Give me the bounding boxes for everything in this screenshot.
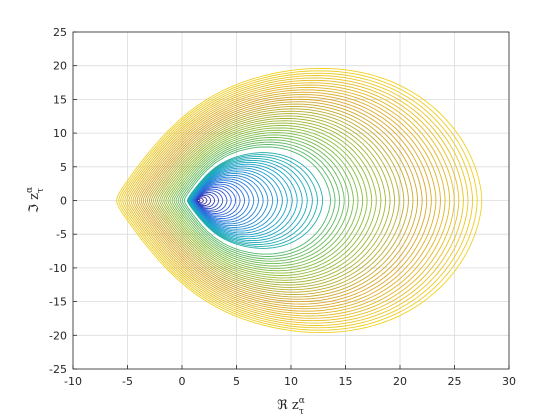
outer-contour-curve <box>130 84 451 317</box>
outer-contour-curve <box>175 136 350 265</box>
inner-contour-curve <box>187 154 318 247</box>
outer-contour-curve <box>167 127 368 274</box>
y-tick-label: -25 <box>49 363 67 376</box>
outer-contour-curve <box>159 117 386 284</box>
outer-contour-curve <box>132 86 446 315</box>
outer-contour-curve <box>126 79 460 322</box>
outer-contour-curve <box>161 120 382 281</box>
x-axis-label: ℜ zα τ <box>277 396 305 417</box>
outer-contour-curve <box>177 139 345 262</box>
y-tick-label: 20 <box>53 60 67 73</box>
outer-contour-curve <box>142 98 423 303</box>
y-axis-label: ℑ zατ <box>25 187 46 213</box>
contour-curves <box>116 67 483 334</box>
y-tick-label: -20 <box>49 329 67 342</box>
outer-contour-curve <box>155 113 396 288</box>
outer-contour-curve <box>157 115 391 286</box>
y-tick-label: -5 <box>56 228 67 241</box>
x-tick-label: 10 <box>284 375 298 388</box>
outer-contour-curve <box>136 91 437 310</box>
outer-contour-curve <box>134 89 441 312</box>
outer-contour-curve <box>163 122 377 279</box>
outer-contour-curve <box>171 132 359 269</box>
y-tick-label: 25 <box>53 26 67 39</box>
outer-contour-curve <box>146 103 414 298</box>
y-tick-label: -15 <box>49 296 67 309</box>
outer-contour-curve <box>169 129 364 272</box>
outer-contour-curve <box>179 141 341 260</box>
y-axis-ticks: -25 -20 -15 -10 -5 0 5 10 15 20 25 <box>49 26 77 376</box>
inner-contour-curve <box>186 152 324 249</box>
x-tick-label: 5 <box>233 375 240 388</box>
x-tick-label: -5 <box>122 375 133 388</box>
y-tick-label: 10 <box>53 127 67 140</box>
x-tick-label: 0 <box>179 375 186 388</box>
outer-contour-curve <box>173 134 354 267</box>
outer-contour-curve <box>140 96 428 305</box>
y-tick-label: 5 <box>60 161 67 174</box>
outer-contour-curve <box>124 77 464 324</box>
y-tick-label: 0 <box>60 195 67 208</box>
outer-contour-curve <box>122 75 469 326</box>
outer-contour-curve <box>118 70 478 331</box>
outer-contour-curve <box>138 94 432 307</box>
x-tick-label: 25 <box>448 375 462 388</box>
x-tick-label: -10 <box>64 375 82 388</box>
y-tick-label: 15 <box>53 93 67 106</box>
outer-contour-curve <box>183 146 331 255</box>
outer-contour-curve <box>116 67 483 334</box>
x-tick-label: 30 <box>502 375 516 388</box>
outer-contour-curve <box>151 108 405 293</box>
outer-contour-curve <box>153 110 400 291</box>
outer-contour-curve <box>120 72 474 329</box>
outer-contour-curve <box>148 106 409 295</box>
outer-contour-curve <box>128 82 455 319</box>
outer-contour-curve <box>165 125 373 276</box>
outer-contour-curve <box>144 101 419 300</box>
outer-contour-curve <box>181 144 336 257</box>
x-tick-label: 15 <box>339 375 353 388</box>
x-axis-ticks: -10 -5 0 5 10 15 20 25 30 <box>64 365 516 388</box>
y-tick-label: -10 <box>49 262 67 275</box>
x-tick-label: 20 <box>393 375 407 388</box>
